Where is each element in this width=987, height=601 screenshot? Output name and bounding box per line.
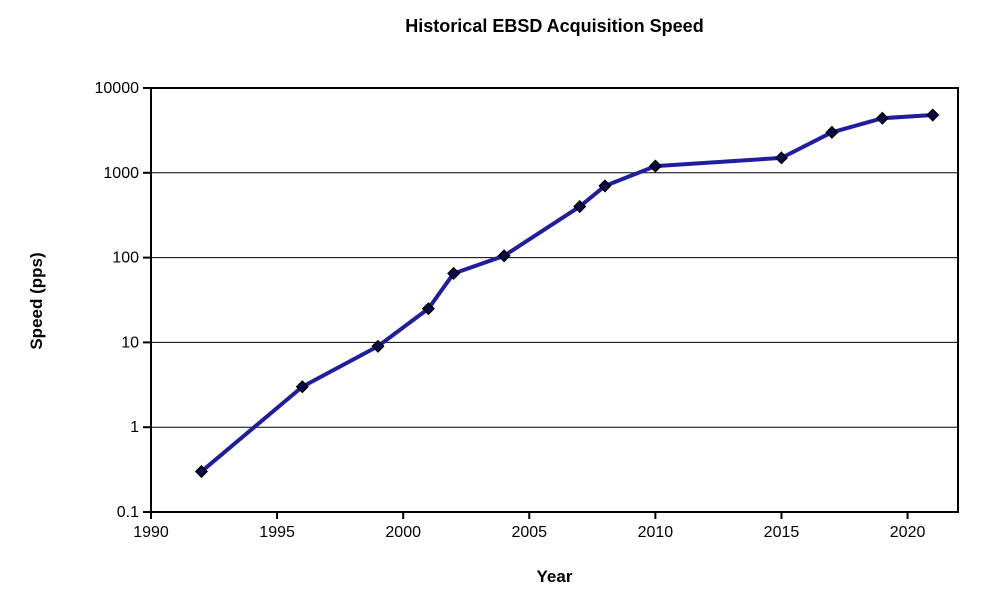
data-point-marker: [648, 159, 662, 173]
data-point-marker: [371, 339, 385, 353]
y-tick-label: 10000: [95, 80, 140, 97]
chart-title: Historical EBSD Acquisition Speed: [405, 16, 704, 36]
data-point-marker: [295, 380, 309, 394]
y-tick-label: 1: [130, 419, 139, 436]
data-point-marker: [421, 302, 435, 316]
data-point-marker: [497, 249, 511, 263]
x-tick-label: 2010: [638, 524, 674, 541]
x-tick-label: 1995: [259, 524, 295, 541]
x-axis-label: Year: [536, 567, 573, 586]
x-tick-label: 2005: [511, 524, 547, 541]
x-tick-label: 2015: [764, 524, 800, 541]
y-tick-label: 1000: [103, 165, 139, 182]
y-tick-label: 100: [112, 250, 139, 267]
y-tick-label: 10: [121, 334, 139, 351]
data-point-marker: [573, 199, 587, 214]
x-tick-label: 1990: [133, 524, 169, 541]
data-point-marker: [774, 151, 789, 165]
data-point-marker: [825, 125, 839, 139]
data-point-marker: [598, 179, 612, 193]
data-point-marker: [194, 464, 208, 479]
plot-border: [150, 87, 959, 513]
x-tick-label: 2020: [890, 524, 926, 541]
data-point-marker: [926, 108, 940, 122]
series-line: [199, 113, 935, 474]
data-point-marker: [447, 266, 461, 281]
data-point-marker: [875, 111, 889, 125]
x-tick-label: 2000: [385, 524, 421, 541]
y-tick-label: 0.1: [117, 504, 139, 521]
